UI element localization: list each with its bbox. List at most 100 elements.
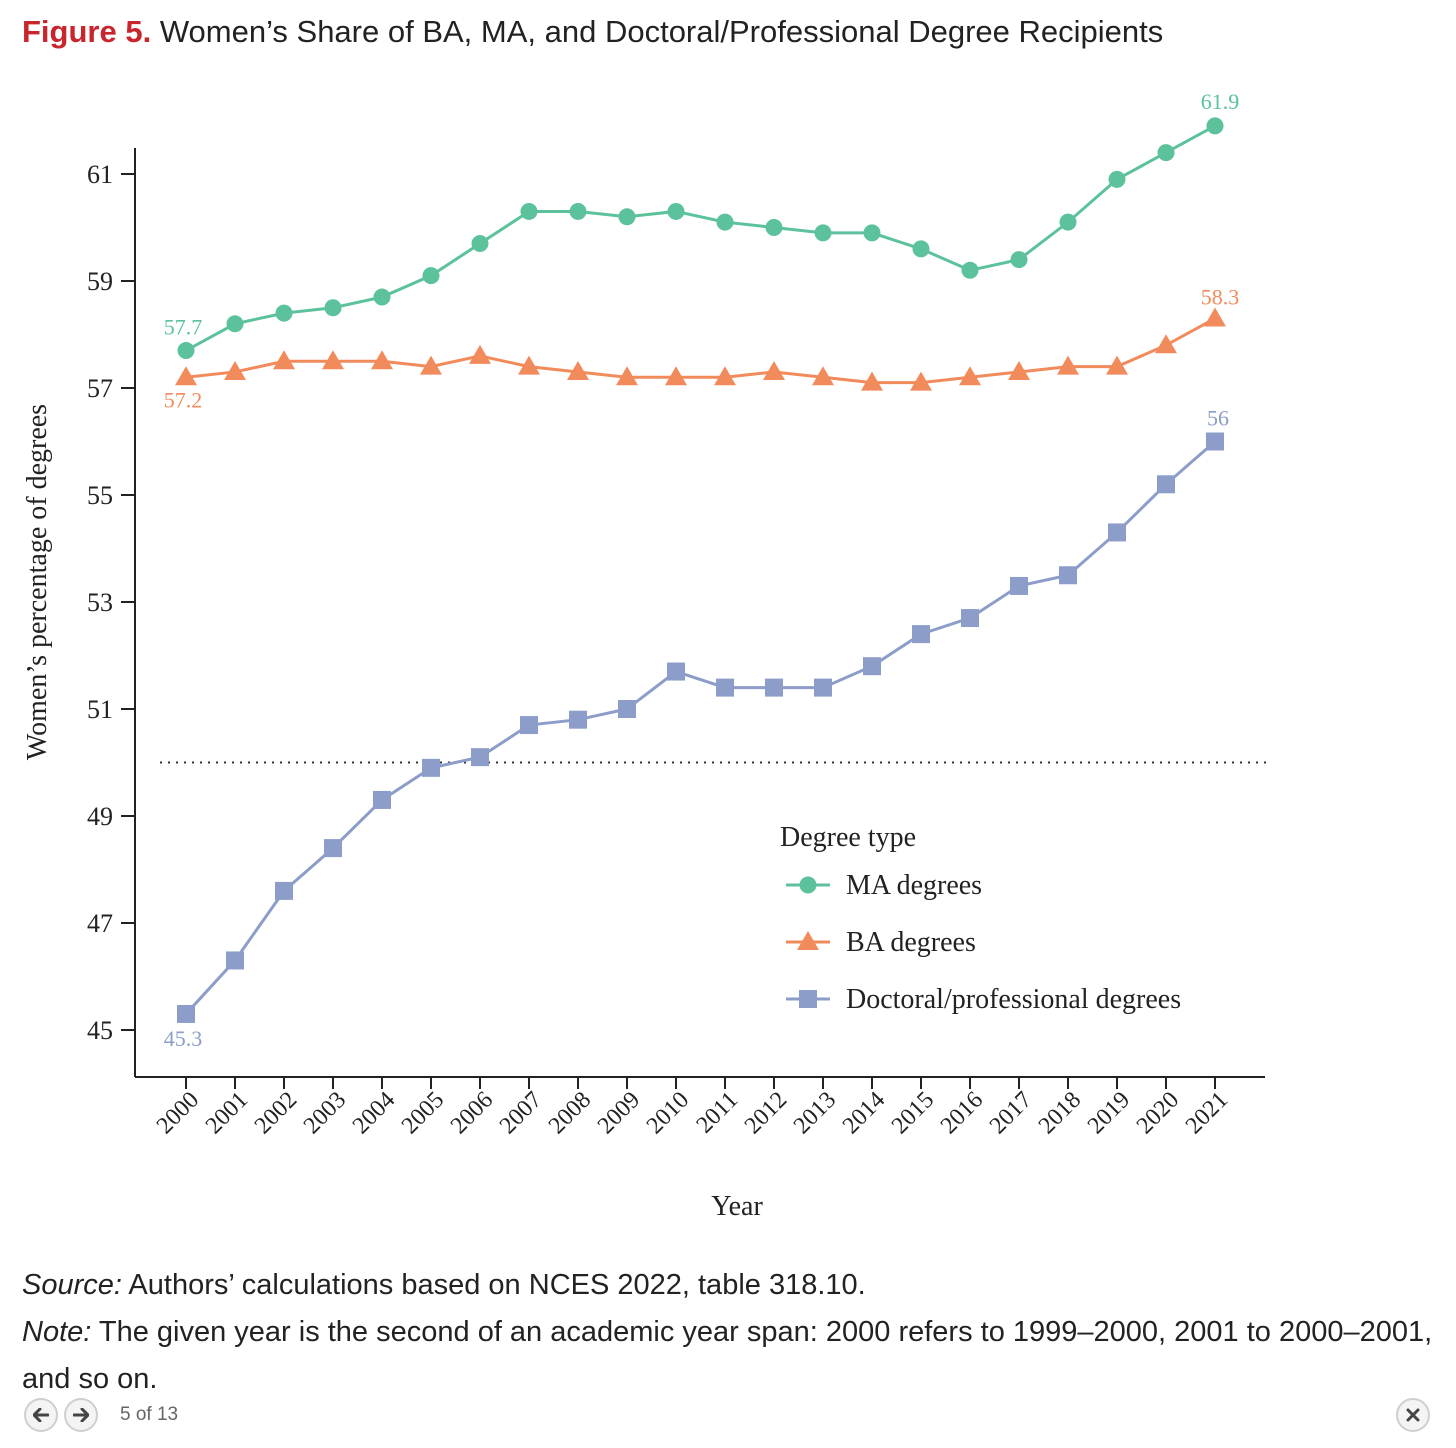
data-point xyxy=(910,371,932,391)
data-point xyxy=(616,366,638,386)
data-point xyxy=(1010,251,1028,269)
x-tick-label: 2009 xyxy=(593,1087,645,1139)
note-label: Note: xyxy=(22,1316,92,1348)
note-line: Note: The given year is the second of an… xyxy=(22,1309,1442,1403)
data-point xyxy=(814,224,832,242)
data-point xyxy=(520,202,538,220)
data-point xyxy=(714,366,736,386)
next-button[interactable] xyxy=(64,1398,98,1432)
data-point xyxy=(961,261,979,279)
y-tick-label: 49 xyxy=(87,802,113,831)
source-line: Source: Authors’ calculations based on N… xyxy=(22,1262,1442,1309)
data-point xyxy=(1106,355,1128,375)
data-point xyxy=(912,625,930,644)
data-point xyxy=(420,355,442,375)
data-point xyxy=(716,213,734,231)
x-tick-label: 2006 xyxy=(446,1087,498,1139)
figure-label: Figure 5. xyxy=(22,14,152,49)
data-point xyxy=(324,839,342,858)
data-point xyxy=(567,360,589,380)
legend-item: MA degrees xyxy=(786,870,982,901)
page-counter: 5 of 13 xyxy=(120,1404,179,1425)
legend-label: BA degrees xyxy=(846,927,976,958)
legend-marker xyxy=(797,931,819,950)
prev-button[interactable] xyxy=(24,1398,58,1432)
data-label-last: 56 xyxy=(1207,406,1229,431)
series-circle-0: 57.7 61.9 xyxy=(164,89,1240,360)
data-point xyxy=(373,288,391,306)
data-point xyxy=(1155,334,1177,354)
data-point xyxy=(177,342,195,360)
data-point xyxy=(422,758,440,777)
x-tick-label: 2020 xyxy=(1132,1087,1184,1139)
x-tick-label: 2013 xyxy=(789,1087,841,1139)
x-axis-title: Year xyxy=(711,1191,763,1222)
pager-nav: 5 of 13 xyxy=(24,1398,178,1432)
data-point xyxy=(371,350,393,370)
legend-title: Degree type xyxy=(780,822,916,853)
data-point xyxy=(863,224,881,242)
data-label-last: 61.9 xyxy=(1201,89,1240,114)
data-point xyxy=(1157,144,1175,162)
data-point xyxy=(175,366,197,386)
data-point xyxy=(324,299,342,317)
x-tick-label: 2019 xyxy=(1083,1087,1135,1139)
legend-label: MA degrees xyxy=(846,870,982,901)
x-tick-label: 2011 xyxy=(692,1087,744,1139)
data-point xyxy=(618,208,636,226)
data-point xyxy=(1008,360,1030,380)
legend: Degree type MA degrees BA degrees Doctoral/… xyxy=(780,822,1181,1015)
data-point xyxy=(961,609,979,628)
data-point xyxy=(471,748,489,767)
data-point xyxy=(667,662,685,681)
series-square-2: 45.3 56 xyxy=(164,406,1229,1051)
figure-title-text: Women’s Share of BA, MA, and Doctoral/Pr… xyxy=(159,14,1164,49)
y-tick-label: 55 xyxy=(87,481,113,510)
x-tick-label: 2010 xyxy=(642,1087,694,1139)
x-tick-label: 2015 xyxy=(887,1087,939,1139)
data-point xyxy=(422,267,440,285)
y-tick-label: 59 xyxy=(87,267,113,296)
data-point xyxy=(1157,475,1175,494)
legend-marker xyxy=(799,990,817,1008)
close-icon xyxy=(1406,1408,1420,1422)
data-point xyxy=(322,350,344,370)
data-point xyxy=(275,304,293,322)
y-axis-title: Women’s percentage of degrees xyxy=(22,404,53,760)
line-chart: 4547495153555759612000200120022003200420… xyxy=(22,89,1268,1222)
source-text: Authors’ calculations based on NCES 2022… xyxy=(121,1269,866,1301)
data-label-first: 45.3 xyxy=(164,1026,203,1051)
data-point xyxy=(518,355,540,375)
x-tick-label: 2012 xyxy=(740,1087,792,1139)
legend-label: Doctoral/professional degrees xyxy=(846,984,1181,1015)
data-point xyxy=(1057,355,1079,375)
data-point xyxy=(1108,523,1126,542)
y-tick-label: 61 xyxy=(87,160,113,189)
x-tick-label: 2003 xyxy=(299,1087,351,1139)
y-tick-label: 51 xyxy=(87,695,113,724)
x-tick-label: 2002 xyxy=(250,1087,302,1139)
figure-title: Figure 5. Women’s Share of BA, MA, and D… xyxy=(22,14,1163,50)
data-point xyxy=(226,951,244,970)
y-tick-label: 53 xyxy=(87,588,113,617)
data-label-first: 57.7 xyxy=(164,315,203,340)
data-point xyxy=(1059,213,1077,231)
data-point xyxy=(226,315,244,333)
close-button[interactable] xyxy=(1396,1398,1430,1432)
arrow-right-icon xyxy=(73,1408,89,1422)
data-point xyxy=(861,371,883,391)
legend-item: BA degrees xyxy=(786,927,976,958)
x-tick-label: 2005 xyxy=(397,1087,449,1139)
y-tick-label: 47 xyxy=(87,909,113,938)
data-point xyxy=(224,360,246,380)
data-point xyxy=(814,678,832,697)
data-point xyxy=(1010,576,1028,595)
x-tick-label: 2004 xyxy=(348,1087,400,1139)
y-tick-label: 57 xyxy=(87,374,113,403)
data-point xyxy=(765,678,783,697)
data-label-last: 58.3 xyxy=(1201,284,1240,309)
x-tick-label: 2021 xyxy=(1181,1087,1233,1139)
data-point xyxy=(275,881,293,900)
data-label-first: 57.2 xyxy=(164,387,203,412)
series-triangle-1: 57.2 58.3 xyxy=(164,284,1240,412)
